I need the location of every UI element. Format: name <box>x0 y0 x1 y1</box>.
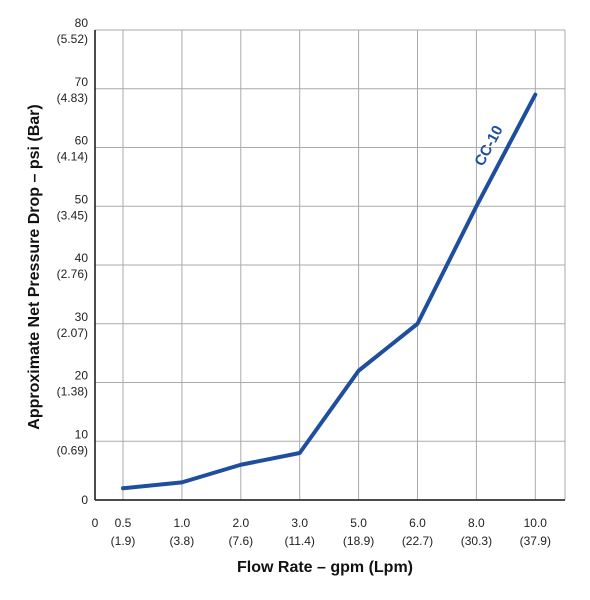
y-tick-label: 60 <box>75 134 89 148</box>
y-tick-label: 50 <box>75 192 89 206</box>
y-tick-label: 20 <box>75 369 89 383</box>
y-tick-label: 10 <box>75 427 89 441</box>
y-tick-sublabel: (4.83) <box>57 91 88 105</box>
x-tick-sublabel: (30.3) <box>461 534 492 548</box>
x-tick-sublabel: (1.9) <box>111 534 136 548</box>
series-line <box>121 92 538 491</box>
tick-labels: 0 10 (0.69) 20 (1.38) 30 (2.07) 40 (2.76) 50 (3.45… <box>57 16 551 548</box>
y-tick-label: 30 <box>75 310 89 324</box>
y-tick-sublabel: (1.38) <box>57 385 88 399</box>
x-tick-sublabel: (22.7) <box>402 534 433 548</box>
y-tick-sublabel: (5.52) <box>57 32 88 46</box>
x-tick-sublabel: (18.9) <box>343 534 374 548</box>
x-tick-sublabel: (3.8) <box>170 534 195 548</box>
x-tick-label: 0.5 <box>115 516 132 530</box>
y-tick-label: 80 <box>75 16 89 30</box>
y-tick-label: 40 <box>75 251 89 265</box>
y-tick-sublabel: (4.14) <box>57 150 88 164</box>
x-tick-sublabel: (11.4) <box>284 534 314 548</box>
x-tick-label: 10.0 <box>524 516 548 530</box>
grid <box>95 29 566 500</box>
x-tick-label: 5.0 <box>350 516 367 530</box>
x-tick-sublabel: (7.6) <box>228 534 253 548</box>
y-tick-label: 70 <box>75 75 89 89</box>
y-tick-sublabel: (0.69) <box>57 443 88 457</box>
y-tick-sublabel: (2.07) <box>57 326 88 340</box>
x-tick-label: 3.0 <box>291 516 308 530</box>
x-axis-title: Flow Rate – gpm (Lpm) <box>237 559 413 576</box>
x-origin-label: 0 <box>92 516 99 530</box>
x-tick-label: 2.0 <box>232 516 249 530</box>
axes <box>94 30 565 501</box>
x-tick-label: 6.0 <box>409 516 426 530</box>
x-tick-label: 8.0 <box>468 516 485 530</box>
y-axis-title: Approximate Net Pressure Drop – psi (Bar… <box>26 104 43 429</box>
x-tick-sublabel: (37.9) <box>520 534 551 548</box>
y-tick-label: 0 <box>81 493 88 507</box>
y-tick-sublabel: (3.45) <box>57 208 88 222</box>
y-tick-sublabel: (2.76) <box>57 267 88 281</box>
x-tick-label: 1.0 <box>174 516 191 530</box>
series-layer: CC-10 <box>121 92 538 491</box>
